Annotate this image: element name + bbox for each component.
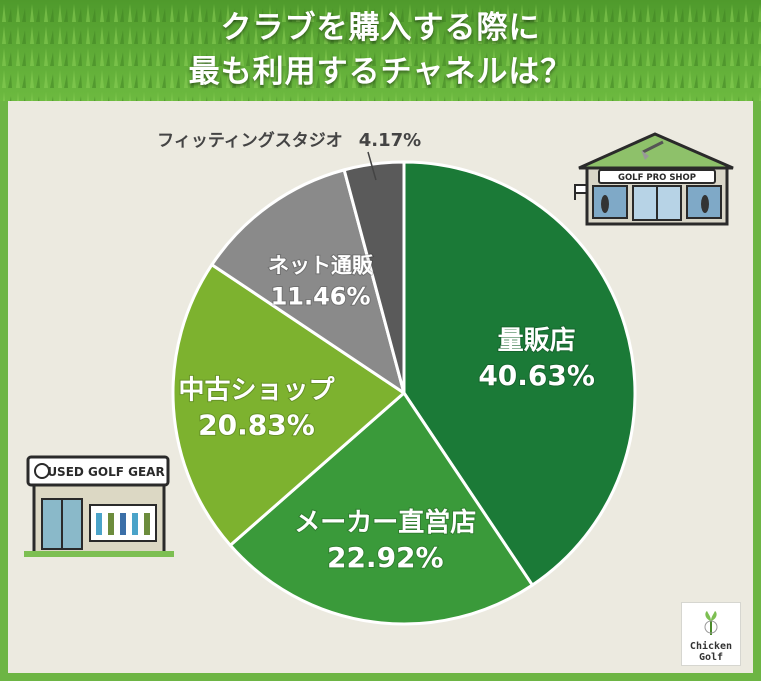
pie-label-maker-store: メーカー直営店 <box>294 508 476 538</box>
chicken-golf-logo: Chicken Golf <box>681 602 741 666</box>
fitting-studio-callout-line <box>367 151 377 181</box>
used-golf-gear-illustration: USED GOLF GEAR <box>24 455 174 557</box>
pro-shop-sign-text: GOLF PRO SHOP <box>618 173 696 183</box>
pie-value-used-shop: 20.83% <box>198 409 315 442</box>
chart-title-line1: クラブを購入する際に <box>220 10 541 46</box>
pie-label-mass-retailer: 量販店 <box>498 326 576 356</box>
chart-title: クラブを購入する際に 最も利用するチャネルは？ <box>0 6 761 94</box>
used-shop-sign-text: USED GOLF GEAR <box>47 465 164 479</box>
pie-slices <box>171 160 637 626</box>
pie-slice-maker-store <box>228 391 534 626</box>
grass-border-left <box>0 101 8 681</box>
pie-value-online: 11.46% <box>271 283 371 311</box>
pie-slice-fitting-studio <box>342 160 406 395</box>
chicken-logo-icon <box>704 611 718 635</box>
golf-pro-shop-illustration: GOLF PRO SHOP <box>574 132 734 226</box>
logo-text-line1: Chicken <box>689 641 733 652</box>
pie-label-online: ネット通販 <box>268 254 374 278</box>
pie-slice-online <box>210 168 406 395</box>
grass-header-background <box>0 0 761 101</box>
pie-label-fitting-studio: フィッティングスタジオ <box>157 130 343 151</box>
grass-border-bottom <box>0 673 761 681</box>
pie-label-used-shop: 中古ショップ <box>178 376 335 406</box>
pie-value-maker-store: 22.92% <box>327 541 444 574</box>
chart-title-line2: 最も利用するチャネルは？ <box>188 54 573 90</box>
pie-slice-used-shop <box>171 263 406 547</box>
logo-text-line2: Golf <box>698 652 724 663</box>
pie-value-mass-retailer: 40.63% <box>478 359 595 392</box>
grass-border-right <box>753 101 761 681</box>
pie-value-fitting-studio: 4.17% <box>359 130 421 151</box>
